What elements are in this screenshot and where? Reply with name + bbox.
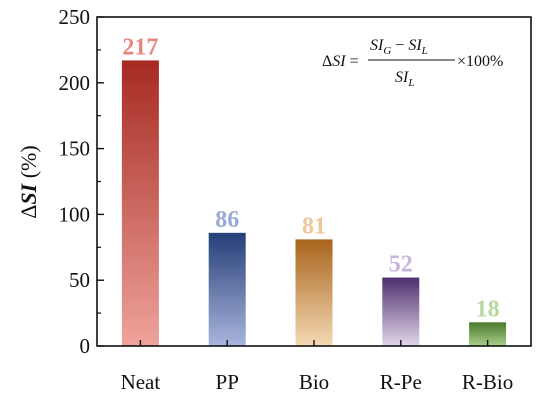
value-label-bio: 81 — [302, 213, 326, 239]
formula-annotation: ΔSI = SIG − SIL SIL ×100% — [322, 37, 503, 89]
y-tick-label-50: 50 — [69, 268, 90, 292]
x-tick-label-pp: PP — [216, 370, 239, 394]
bar-pp — [208, 232, 246, 346]
value-label-neat: 217 — [122, 34, 158, 60]
x-tick-label-bio: Bio — [299, 370, 329, 394]
y-tick-label-150: 150 — [59, 137, 91, 161]
y-tick-label-200: 200 — [59, 71, 91, 95]
x-tick-label-r-pe: R-Pe — [380, 370, 422, 394]
value-labels-group: 217 86 81 52 18 — [122, 34, 499, 322]
x-axis-ticks: Neat PP Bio R-Pe R-Bio — [121, 340, 513, 394]
bars-group — [121, 60, 507, 346]
x-tick-label-neat: Neat — [121, 370, 161, 394]
svg-text:ΔSI (%): ΔSI (%) — [16, 145, 41, 218]
bar-r-bio — [469, 322, 507, 346]
bar-bio — [295, 239, 333, 346]
y-axis-title-unit: (%) — [16, 145, 41, 183]
x-tick-label-r-bio: R-Bio — [462, 370, 513, 394]
y-axis-ticks: 0 50 100 150 200 250 — [59, 5, 104, 358]
svg-text:SIL: SIL — [395, 69, 414, 89]
y-tick-label-0: 0 — [80, 334, 91, 358]
value-label-r-bio: 18 — [476, 296, 500, 322]
bar-r-pe — [382, 277, 420, 346]
y-axis-title-delta: Δ — [16, 205, 41, 219]
value-label-pp: 86 — [215, 207, 239, 233]
y-tick-label-250: 250 — [59, 5, 91, 29]
bar-neat — [121, 60, 159, 346]
svg-text:SIG − SIL: SIG − SIL — [370, 37, 428, 57]
y-axis-title-var: SI — [16, 182, 41, 204]
value-label-r-pe: 52 — [389, 252, 413, 278]
svg-text:ΔSI =: ΔSI = — [322, 53, 359, 70]
y-axis-title: ΔSI (%) — [16, 145, 41, 218]
svg-text:×100%: ×100% — [457, 53, 503, 70]
y-tick-label-100: 100 — [59, 202, 91, 226]
